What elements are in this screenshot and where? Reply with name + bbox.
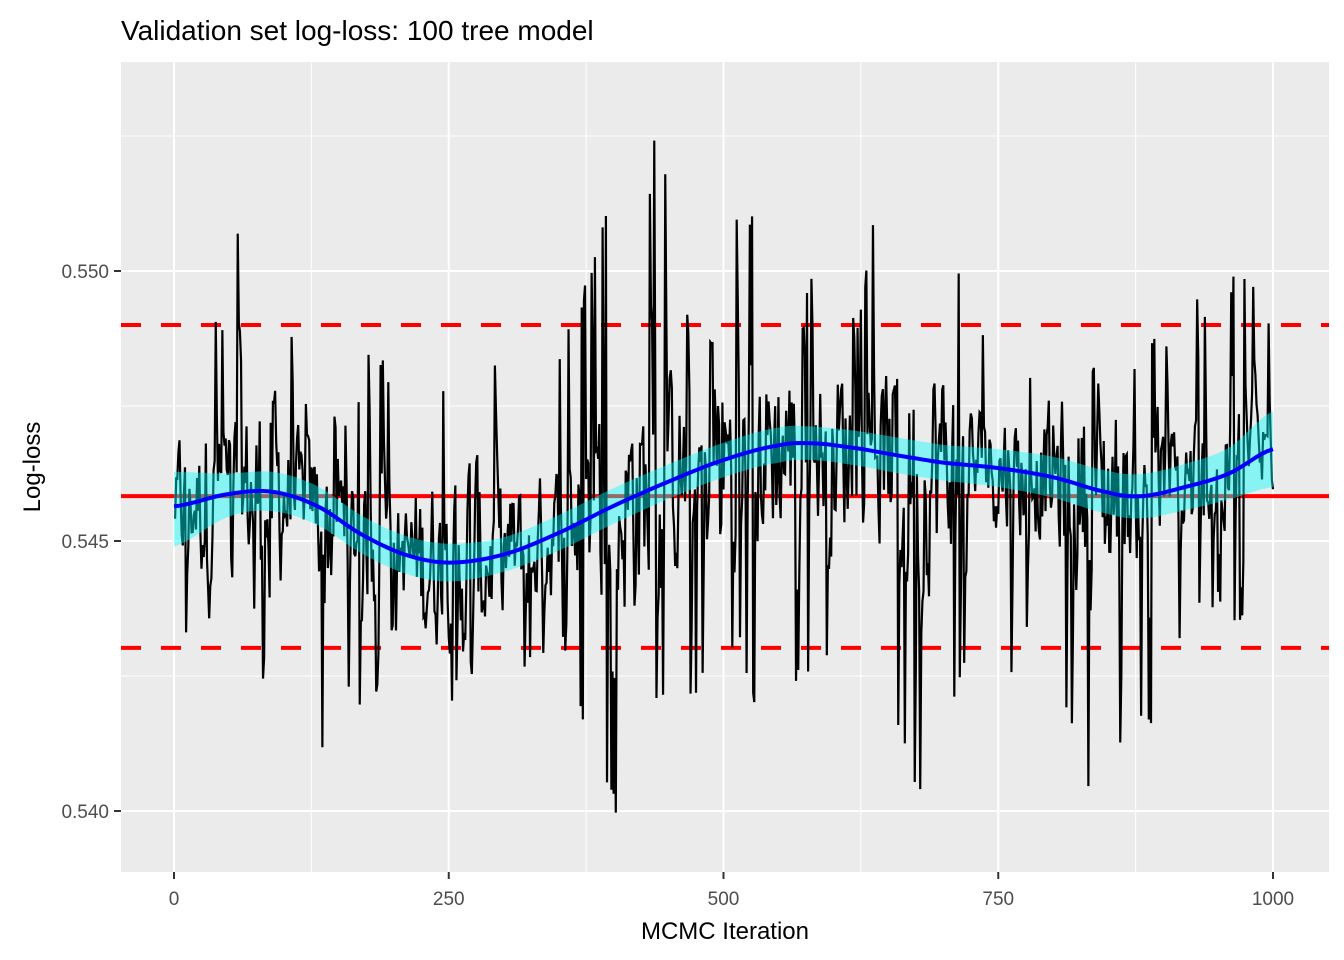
trace-layer — [174, 140, 1275, 813]
x-axis: 0 250 500 750 1000 — [169, 872, 1294, 910]
x-tick-label: 500 — [708, 889, 740, 910]
x-tick-label: 250 — [433, 889, 465, 910]
trace-line — [174, 140, 1275, 813]
x-axis-title: MCMC Iteration — [641, 918, 809, 945]
smoother-layer — [173, 411, 1274, 582]
confidence-band — [174, 411, 1273, 582]
x-tick-label: 0 — [169, 889, 180, 910]
x-tick-label: 1000 — [1252, 889, 1294, 910]
smoother-line — [173, 440, 1274, 565]
x-tick-label: 750 — [982, 889, 1014, 910]
chart-title: Validation set log-loss: 100 tree model — [121, 15, 594, 46]
y-tick-label: 0.540 — [61, 802, 109, 823]
y-axis: 0.540 0.545 0.550 — [61, 262, 121, 823]
y-tick-label: 0.550 — [61, 262, 109, 283]
y-tick-label: 0.545 — [61, 532, 109, 553]
y-axis-title: Log-loss — [19, 422, 46, 513]
